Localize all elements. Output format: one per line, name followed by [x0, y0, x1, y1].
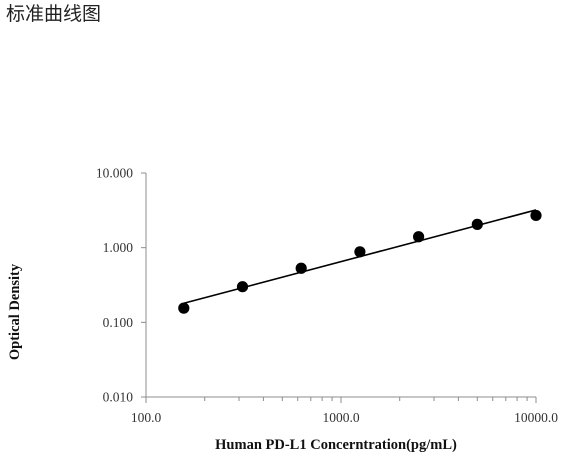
x-tick-label: 1000.0	[322, 410, 359, 425]
data-points	[178, 209, 542, 314]
data-point	[471, 218, 483, 230]
axes	[141, 172, 537, 403]
y-tick-label: 0.100	[103, 315, 134, 330]
data-point	[530, 209, 542, 222]
tick-labels: 10.000 1.000 0.100 0.010 100.0 1000.0 10000.0	[96, 166, 558, 426]
y-tick-label: 10.000	[96, 166, 133, 181]
x-tick-label: 100.0	[131, 410, 162, 425]
data-point	[412, 231, 425, 243]
x-axis-title: Human PD-L1 Concerntration(pg/mL)	[215, 437, 457, 453]
page-heading: 标准曲线图	[6, 3, 102, 25]
data-point	[178, 302, 190, 314]
x-tick-label: 10000.0	[514, 410, 558, 425]
y-axis-title: Optical Density	[7, 263, 23, 360]
data-point	[354, 246, 366, 258]
y-tick-label: 1.000	[103, 240, 134, 255]
data-point	[236, 281, 249, 293]
y-tick-label: 0.010	[103, 390, 134, 405]
data-point	[295, 262, 307, 274]
